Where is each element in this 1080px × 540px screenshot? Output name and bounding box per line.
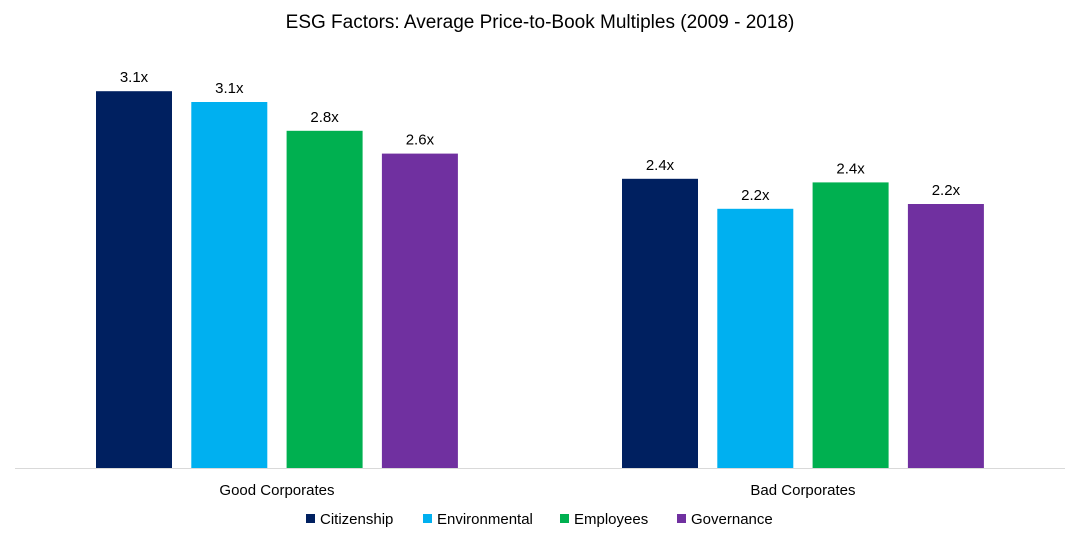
data-label: 2.2x bbox=[932, 182, 961, 199]
legend-label: Environmental bbox=[437, 511, 533, 528]
bar-citizenship-0 bbox=[96, 91, 172, 468]
bar-environmental-1 bbox=[717, 208, 794, 469]
chart-title: ESG Factors: Average Price-to-Book Multi… bbox=[286, 12, 795, 33]
bar-governance-0 bbox=[381, 153, 458, 468]
category-label: Bad Corporates bbox=[750, 482, 855, 499]
legend-swatch bbox=[560, 514, 569, 523]
bar-citizenship-1 bbox=[622, 178, 698, 469]
legend-swatch bbox=[423, 514, 432, 523]
bar-environmental-0 bbox=[191, 102, 268, 468]
legend-label: Employees bbox=[574, 511, 648, 528]
data-label: 2.4x bbox=[836, 160, 865, 177]
legend-swatch bbox=[306, 514, 315, 523]
legend-label: Governance bbox=[691, 511, 773, 528]
data-label: 2.4x bbox=[646, 157, 675, 174]
bar-employees-0 bbox=[286, 130, 363, 469]
data-label: 2.2x bbox=[741, 187, 770, 204]
category-label: Good Corporates bbox=[219, 482, 334, 499]
legend-swatch bbox=[677, 514, 686, 523]
bar-employees-1 bbox=[812, 182, 889, 468]
bar-governance-1 bbox=[907, 204, 984, 468]
legend-label: Citizenship bbox=[320, 511, 393, 528]
data-label: 2.6x bbox=[406, 132, 435, 149]
data-label: 3.1x bbox=[120, 69, 149, 86]
data-label: 2.8x bbox=[310, 109, 339, 126]
data-label: 3.1x bbox=[215, 80, 244, 97]
